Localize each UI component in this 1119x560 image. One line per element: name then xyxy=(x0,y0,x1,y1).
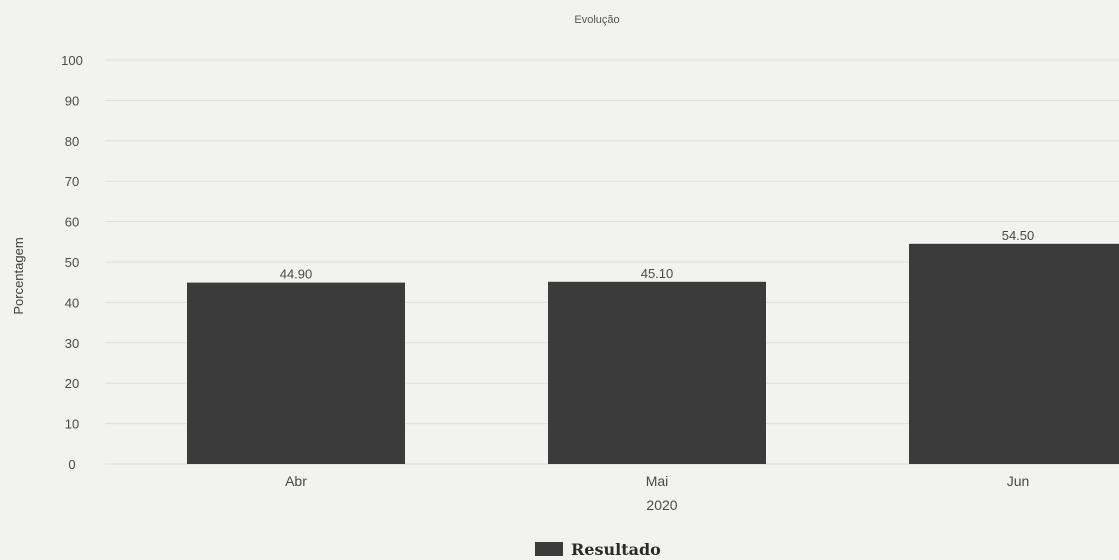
bar-value-label: 44.90 xyxy=(280,267,313,282)
x-axis-label: 2020 xyxy=(646,497,677,513)
y-tick-label: 30 xyxy=(65,336,79,351)
bar-value-label: 45.10 xyxy=(641,266,674,281)
y-axis-label: Porcentagem xyxy=(11,237,26,314)
bars xyxy=(187,243,1119,464)
y-tick-label: 90 xyxy=(65,93,79,108)
y-tick-labels: 0 10 20 30 40 50 60 70 80 90 100 xyxy=(61,53,83,472)
legend-swatch xyxy=(535,542,563,556)
x-tick-labels: Abr Mai Jun xyxy=(285,473,1029,489)
y-tick-label: 70 xyxy=(65,174,79,189)
y-tick-label: 10 xyxy=(65,417,79,432)
legend: Resultado xyxy=(535,539,661,559)
y-tick-label: 0 xyxy=(68,457,75,472)
y-tick-label: 40 xyxy=(65,295,79,310)
bar-mai xyxy=(548,281,766,464)
bar-value-label: 54.50 xyxy=(1002,228,1035,243)
x-tick-label: Jun xyxy=(1007,473,1030,489)
y-tick-label: 80 xyxy=(65,134,79,149)
bar-jun xyxy=(909,243,1119,464)
chart-svg: Evolução Porcentagem 2020 0 10 20 30 40 50 60 7… xyxy=(11,14,1119,513)
bar-value-labels: 44.90 45.10 54.50 xyxy=(280,228,1035,282)
legend-label: Resultado xyxy=(571,539,661,559)
y-tick-label: 100 xyxy=(61,53,83,68)
chart-title: Evolução xyxy=(574,14,619,26)
x-tick-label: Abr xyxy=(285,473,307,489)
y-tick-label: 60 xyxy=(65,215,79,230)
bar-abr xyxy=(187,282,405,464)
y-tick-label: 50 xyxy=(65,255,79,270)
y-tick-label: 20 xyxy=(65,376,79,391)
x-tick-label: Mai xyxy=(646,473,669,489)
